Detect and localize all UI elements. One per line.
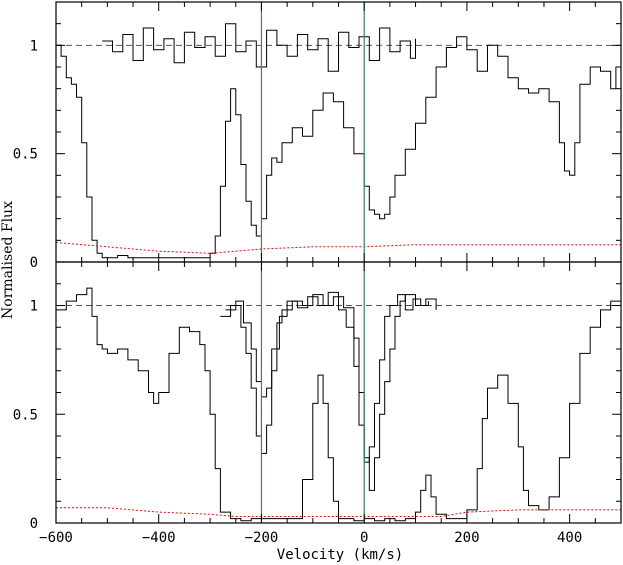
top-panel: 00.51 bbox=[13, 1, 622, 271]
bottom-flux-spectrum-0 bbox=[56, 287, 622, 522]
bottom-ytick-label: 0.5 bbox=[13, 407, 38, 423]
top-ytick-label: 0 bbox=[30, 255, 38, 271]
top-error-spectrum bbox=[55, 242, 621, 254]
top-flux-spectrum-1 bbox=[102, 23, 416, 72]
bottom-ytick-label: 0 bbox=[30, 516, 38, 532]
bottom-xtick-label: 0 bbox=[360, 530, 368, 546]
bottom-ytick-label: 1 bbox=[30, 299, 38, 315]
top-flux-spectrum-0 bbox=[56, 36, 622, 259]
bottom-flux-spectrum-1 bbox=[220, 294, 437, 491]
x-axis-label: Velocity (km/s) bbox=[277, 547, 403, 563]
bottom-xtick-label: −600 bbox=[39, 530, 73, 546]
bottom-xtick-label: 400 bbox=[557, 530, 582, 546]
bottom-panel: 0 0.5 1 −600 −400 −200 0 200 400 bbox=[13, 261, 622, 546]
bottom-flux-spectrum-2 bbox=[225, 291, 429, 463]
y-axis-label: Normalised Flux bbox=[0, 201, 16, 319]
top-ytick-label: 0.5 bbox=[13, 147, 38, 163]
top-ytick-label: 1 bbox=[30, 38, 38, 54]
bottom-xtick-label: −200 bbox=[245, 530, 279, 546]
bottom-xtick-label: 200 bbox=[454, 530, 479, 546]
bottom-xtick-label: −400 bbox=[142, 530, 176, 546]
